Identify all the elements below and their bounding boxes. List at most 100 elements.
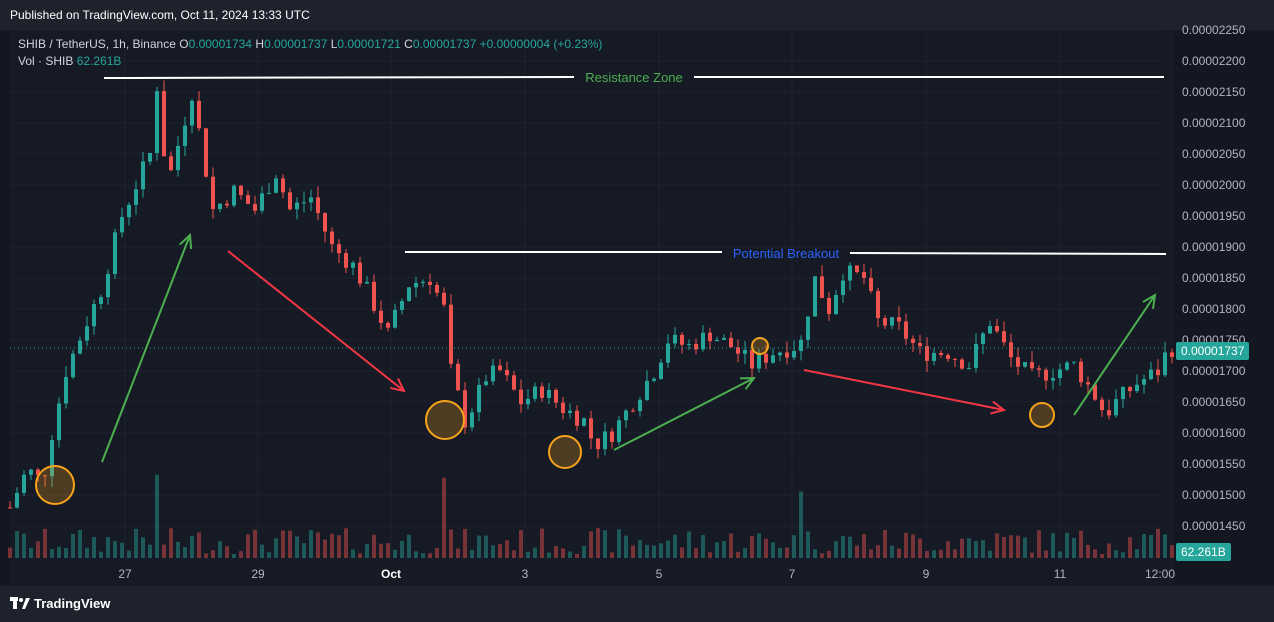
candle-body — [960, 359, 964, 369]
candle-body — [519, 389, 523, 405]
candle-body — [323, 213, 327, 232]
y-tick-label: 0.00002000 — [1182, 178, 1246, 192]
candle-body — [260, 193, 264, 211]
candle-body — [974, 344, 978, 369]
volume-bar — [652, 545, 656, 558]
candle-body — [813, 276, 817, 317]
candle-body — [547, 389, 551, 398]
candle-body — [225, 203, 229, 206]
candle-body — [134, 189, 138, 205]
tradingview-logo-text: TradingView — [34, 596, 111, 611]
volume-bar — [799, 491, 803, 558]
candle-body — [449, 304, 453, 364]
tradingview-logo[interactable]: TradingView — [10, 596, 110, 611]
volume-bar — [253, 529, 257, 558]
candle-body — [127, 204, 131, 218]
volume-bar — [351, 549, 355, 558]
candle-body — [967, 368, 971, 370]
candle-body — [610, 431, 614, 442]
candle-body — [799, 339, 803, 352]
volume-bar — [526, 551, 530, 558]
y-tick-label: 0.00002100 — [1182, 116, 1246, 130]
volume-bar — [848, 536, 852, 558]
volume-bar — [414, 551, 418, 558]
volume-bar — [498, 543, 502, 558]
y-tick-label: 0.00001500 — [1182, 488, 1246, 502]
tradingview-logo-icon — [10, 596, 30, 609]
candle-body — [666, 343, 670, 363]
volume-bar — [302, 543, 306, 558]
candle-body — [1093, 384, 1097, 400]
volume-bar — [120, 542, 124, 558]
candle-body — [484, 381, 488, 385]
candle-body — [946, 354, 950, 359]
change-value: +0.00000004 (+0.23%) — [479, 37, 603, 51]
volume-bar — [869, 549, 873, 558]
candle-body — [771, 355, 775, 363]
candle-body — [316, 197, 320, 214]
volume-bar — [1086, 544, 1090, 558]
candle-body — [582, 418, 586, 426]
candle-body — [652, 378, 656, 381]
candle-body — [50, 440, 54, 477]
volume-bar — [491, 545, 495, 558]
x-tick-label: 11 — [1054, 567, 1067, 581]
candle-body — [848, 265, 852, 281]
volume-bar — [603, 530, 607, 558]
candle-body — [498, 365, 502, 370]
volume-bar — [946, 541, 950, 558]
candle-body — [379, 310, 383, 323]
symbol-label[interactable]: SHIB / TetherUS, 1h, Binance — [18, 37, 176, 51]
volume-bar — [127, 550, 131, 558]
candle-body — [1086, 382, 1090, 385]
volume-bar — [50, 549, 54, 558]
volume-bar — [1170, 545, 1174, 558]
volume-bar — [379, 543, 383, 558]
candle-body — [190, 100, 194, 126]
candle-body — [414, 282, 418, 288]
candle-body — [85, 326, 89, 341]
volume-bar — [344, 528, 348, 558]
candle-body — [1023, 362, 1027, 367]
candle-body — [750, 349, 754, 369]
candle-body — [253, 204, 257, 211]
candle-body — [617, 420, 621, 442]
x-tick-label: 29 — [251, 567, 265, 581]
candle-body — [1100, 399, 1104, 411]
candle-body — [624, 410, 628, 421]
volume-bar — [708, 552, 712, 558]
close-value: 0.00001737 — [412, 37, 477, 51]
volume-bar — [792, 535, 796, 558]
candle-body — [1149, 369, 1153, 380]
candle-body — [148, 152, 152, 162]
candle-body — [659, 362, 663, 379]
volume-bar — [400, 540, 404, 558]
volume-bar — [197, 532, 201, 558]
candle-body — [120, 217, 124, 233]
volume-bar — [78, 529, 82, 558]
volume-bar — [71, 533, 75, 558]
volume-bar — [659, 543, 663, 558]
candle-body — [701, 332, 705, 350]
volume-bar — [841, 535, 845, 558]
candle-body — [1156, 369, 1160, 376]
volume-bar — [435, 547, 439, 558]
volume-bar — [407, 534, 411, 558]
candle-body — [1051, 378, 1055, 381]
volume-bar — [1100, 553, 1104, 558]
candle-body — [505, 369, 509, 376]
volume-bar — [967, 538, 971, 558]
y-tick-label: 0.00002250 — [1182, 23, 1246, 37]
y-tick-label: 0.00001650 — [1182, 395, 1246, 409]
green-arrow-3 — [1073, 294, 1156, 416]
candle-body — [834, 294, 838, 315]
candle-body — [197, 100, 201, 129]
volume-bar — [666, 540, 670, 558]
volume-bar — [211, 550, 215, 558]
y-tick-label: 0.00002050 — [1182, 147, 1246, 161]
x-tick-label: 27 — [118, 567, 132, 581]
candle-body — [722, 337, 726, 340]
candle-body — [442, 292, 446, 305]
candle-body — [757, 353, 761, 369]
